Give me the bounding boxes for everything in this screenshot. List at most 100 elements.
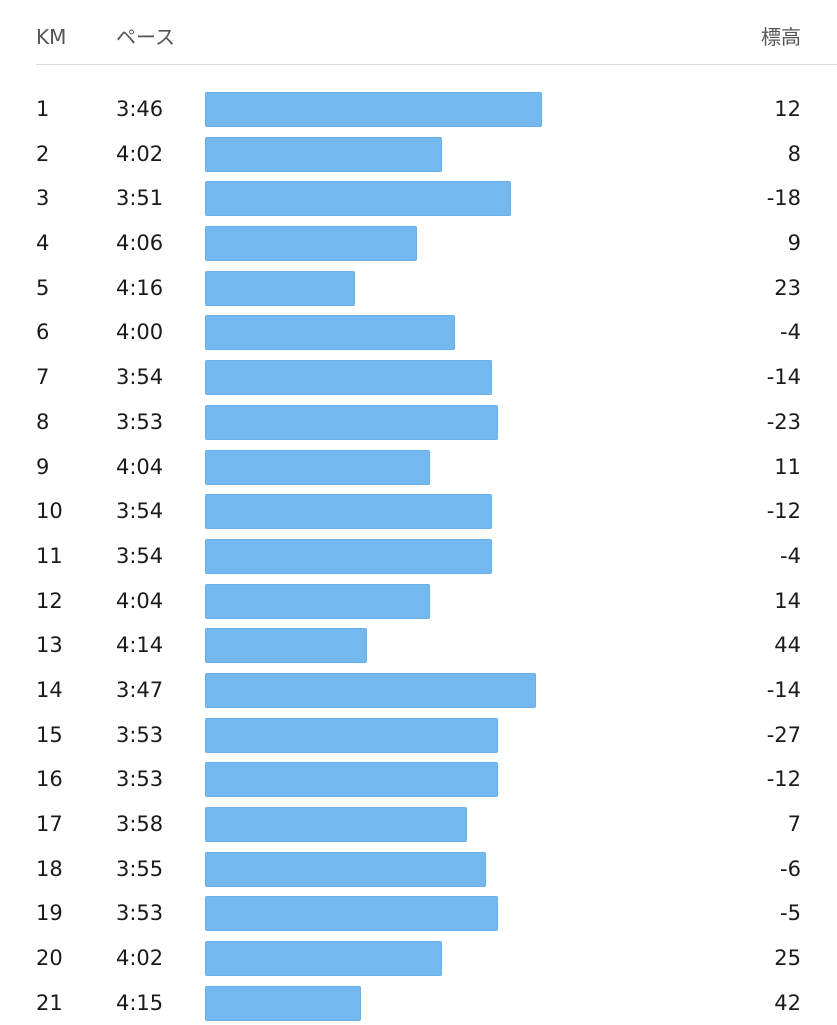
split-km: 7 <box>36 365 50 390</box>
split-elevation: -6 <box>780 856 801 881</box>
pace-bar <box>205 494 492 530</box>
split-elevation: 42 <box>774 990 801 1015</box>
split-elevation: -5 <box>780 901 801 926</box>
split-elevation: 23 <box>774 275 801 300</box>
split-row: 18 3:55 -6 <box>0 847 837 892</box>
split-elevation: -12 <box>766 499 801 524</box>
split-pace: 3:58 <box>116 812 164 836</box>
split-row: 6 4:00 -4 <box>0 310 837 355</box>
split-pace: 3:55 <box>116 856 164 881</box>
split-elevation: 7 <box>787 812 801 836</box>
split-row: 20 4:02 25 <box>0 936 837 981</box>
pace-bar <box>205 181 511 217</box>
pace-bar <box>205 583 430 619</box>
pace-bar <box>205 851 486 887</box>
split-row: 10 3:54 -12 <box>0 489 837 534</box>
split-km: 21 <box>36 990 63 1015</box>
pace-bar <box>205 404 498 440</box>
split-row: 1 3:46 12 <box>0 87 837 132</box>
split-km: 5 <box>36 275 50 300</box>
splits-list: 1 3:46 12 2 4:02 8 3 3:51 -18 4 4:06 9 5 4:16 23 6 4:00 -… <box>0 87 837 1025</box>
split-pace: 4:16 <box>116 275 164 300</box>
pace-bar <box>205 807 467 842</box>
split-elevation: 25 <box>774 946 801 971</box>
header-divider <box>36 64 837 65</box>
split-km: 1 <box>36 97 50 121</box>
split-km: 19 <box>36 901 63 926</box>
split-elevation: 9 <box>787 231 801 256</box>
split-elevation: -18 <box>766 186 801 211</box>
split-km: 6 <box>36 320 50 345</box>
split-row: 15 3:53 -27 <box>0 713 837 758</box>
split-km: 13 <box>36 633 63 658</box>
elevation-column-header: 標高 <box>761 25 801 49</box>
split-pace: 4:02 <box>116 946 164 971</box>
split-km: 15 <box>36 722 63 747</box>
pace-bar <box>205 672 536 708</box>
split-row: 12 4:04 14 <box>0 579 837 624</box>
split-pace: 4:02 <box>116 141 164 166</box>
split-elevation: 8 <box>787 141 801 166</box>
split-row: 13 4:14 44 <box>0 623 837 668</box>
split-km: 20 <box>36 946 63 971</box>
pace-column-header: ペース <box>116 25 175 49</box>
split-km: 16 <box>36 767 63 792</box>
split-row: 21 4:15 42 <box>0 981 837 1025</box>
split-pace: 4:14 <box>116 633 164 658</box>
pace-bar <box>205 270 355 306</box>
pace-bar <box>205 896 498 932</box>
split-row: 9 4:04 11 <box>0 445 837 490</box>
pace-bar <box>205 226 417 262</box>
split-row: 17 3:58 7 <box>0 802 837 847</box>
split-elevation: -12 <box>766 767 801 792</box>
pace-bar <box>205 92 542 127</box>
pace-bar <box>205 449 430 485</box>
split-pace: 3:47 <box>116 677 164 702</box>
split-pace: 3:53 <box>116 722 164 747</box>
pace-bar <box>205 941 442 977</box>
split-elevation: 11 <box>774 454 801 479</box>
split-pace: 4:06 <box>116 231 164 256</box>
split-row: 14 3:47 -14 <box>0 668 837 713</box>
split-km: 11 <box>36 543 63 568</box>
split-elevation: 44 <box>774 633 801 658</box>
splits-header: KM ペース 標高 <box>0 0 837 64</box>
pace-bar <box>205 360 492 396</box>
split-km: 8 <box>36 409 50 434</box>
pace-bar <box>205 315 455 351</box>
split-pace: 3:51 <box>116 186 164 211</box>
split-pace: 3:53 <box>116 767 164 792</box>
split-pace: 3:54 <box>116 499 164 524</box>
split-row: 19 3:53 -5 <box>0 891 837 936</box>
split-row: 2 4:02 8 <box>0 132 837 177</box>
split-elevation: -23 <box>766 409 801 434</box>
split-pace: 3:54 <box>116 543 164 568</box>
split-pace: 3:53 <box>116 409 164 434</box>
split-pace: 3:54 <box>116 365 164 390</box>
split-elevation: 12 <box>774 97 801 121</box>
split-elevation: -4 <box>780 543 801 568</box>
pace-bar <box>205 762 498 798</box>
split-km: 18 <box>36 856 63 881</box>
split-pace: 4:04 <box>116 454 164 479</box>
pace-bar <box>205 538 492 574</box>
split-elevation: -27 <box>766 722 801 747</box>
split-km: 12 <box>36 588 63 613</box>
split-elevation: -14 <box>766 365 801 390</box>
split-row: 8 3:53 -23 <box>0 400 837 445</box>
pace-bar <box>205 717 498 753</box>
pace-bar <box>205 628 367 664</box>
split-row: 11 3:54 -4 <box>0 534 837 579</box>
split-km: 9 <box>36 454 50 479</box>
split-elevation: -14 <box>766 677 801 702</box>
km-column-header: KM <box>36 25 67 49</box>
split-row: 5 4:16 23 <box>0 266 837 311</box>
split-elevation: -4 <box>780 320 801 345</box>
pace-bar <box>205 985 361 1021</box>
split-pace: 3:53 <box>116 901 164 926</box>
pace-bar <box>205 136 442 172</box>
split-km: 10 <box>36 499 63 524</box>
split-km: 17 <box>36 812 63 836</box>
split-row: 3 3:51 -18 <box>0 176 837 221</box>
split-km: 3 <box>36 186 50 211</box>
